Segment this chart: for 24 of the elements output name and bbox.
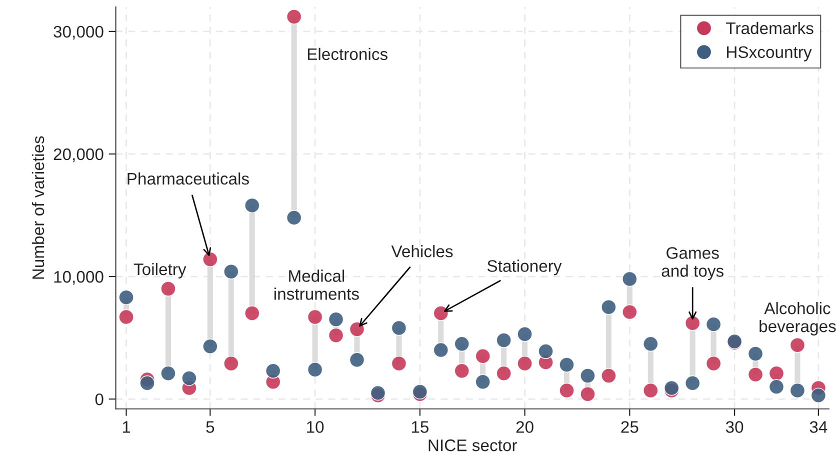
annotation: Medical instruments (274, 270, 359, 300)
legend-label: Trademarks (726, 22, 814, 34)
x-axis-title: NICE sector (428, 439, 517, 452)
x-tick-label: 34 (810, 421, 828, 433)
annotation: Toiletry (134, 262, 186, 278)
x-tick-label: 20 (516, 421, 534, 433)
y-tick-label: 10,000 (54, 270, 104, 285)
legend-label: HSxcountry (727, 46, 812, 62)
x-tick-label: 30 (726, 421, 744, 433)
x-tick-label: 15 (412, 421, 428, 433)
annotation: Vehicles (391, 245, 453, 258)
annotation: Stationery (487, 260, 562, 276)
x-tick-label: 1 (122, 421, 130, 433)
x-tick-label: 25 (621, 421, 638, 433)
x-tick-label: 10 (307, 421, 324, 433)
y-tick-label: 30,000 (54, 26, 104, 40)
annotation: Alcoholic beverages (760, 302, 836, 336)
y-tick-label: 0 (95, 393, 104, 406)
annotation: Electronics (308, 48, 388, 60)
annotation: Pharmaceuticals (128, 172, 249, 185)
x-tick-label: 5 (206, 421, 214, 433)
annotation: Games and toys (662, 247, 724, 280)
y-tick-label: 20,000 (54, 148, 104, 162)
y-axis-title: Number of varieties (32, 136, 44, 279)
